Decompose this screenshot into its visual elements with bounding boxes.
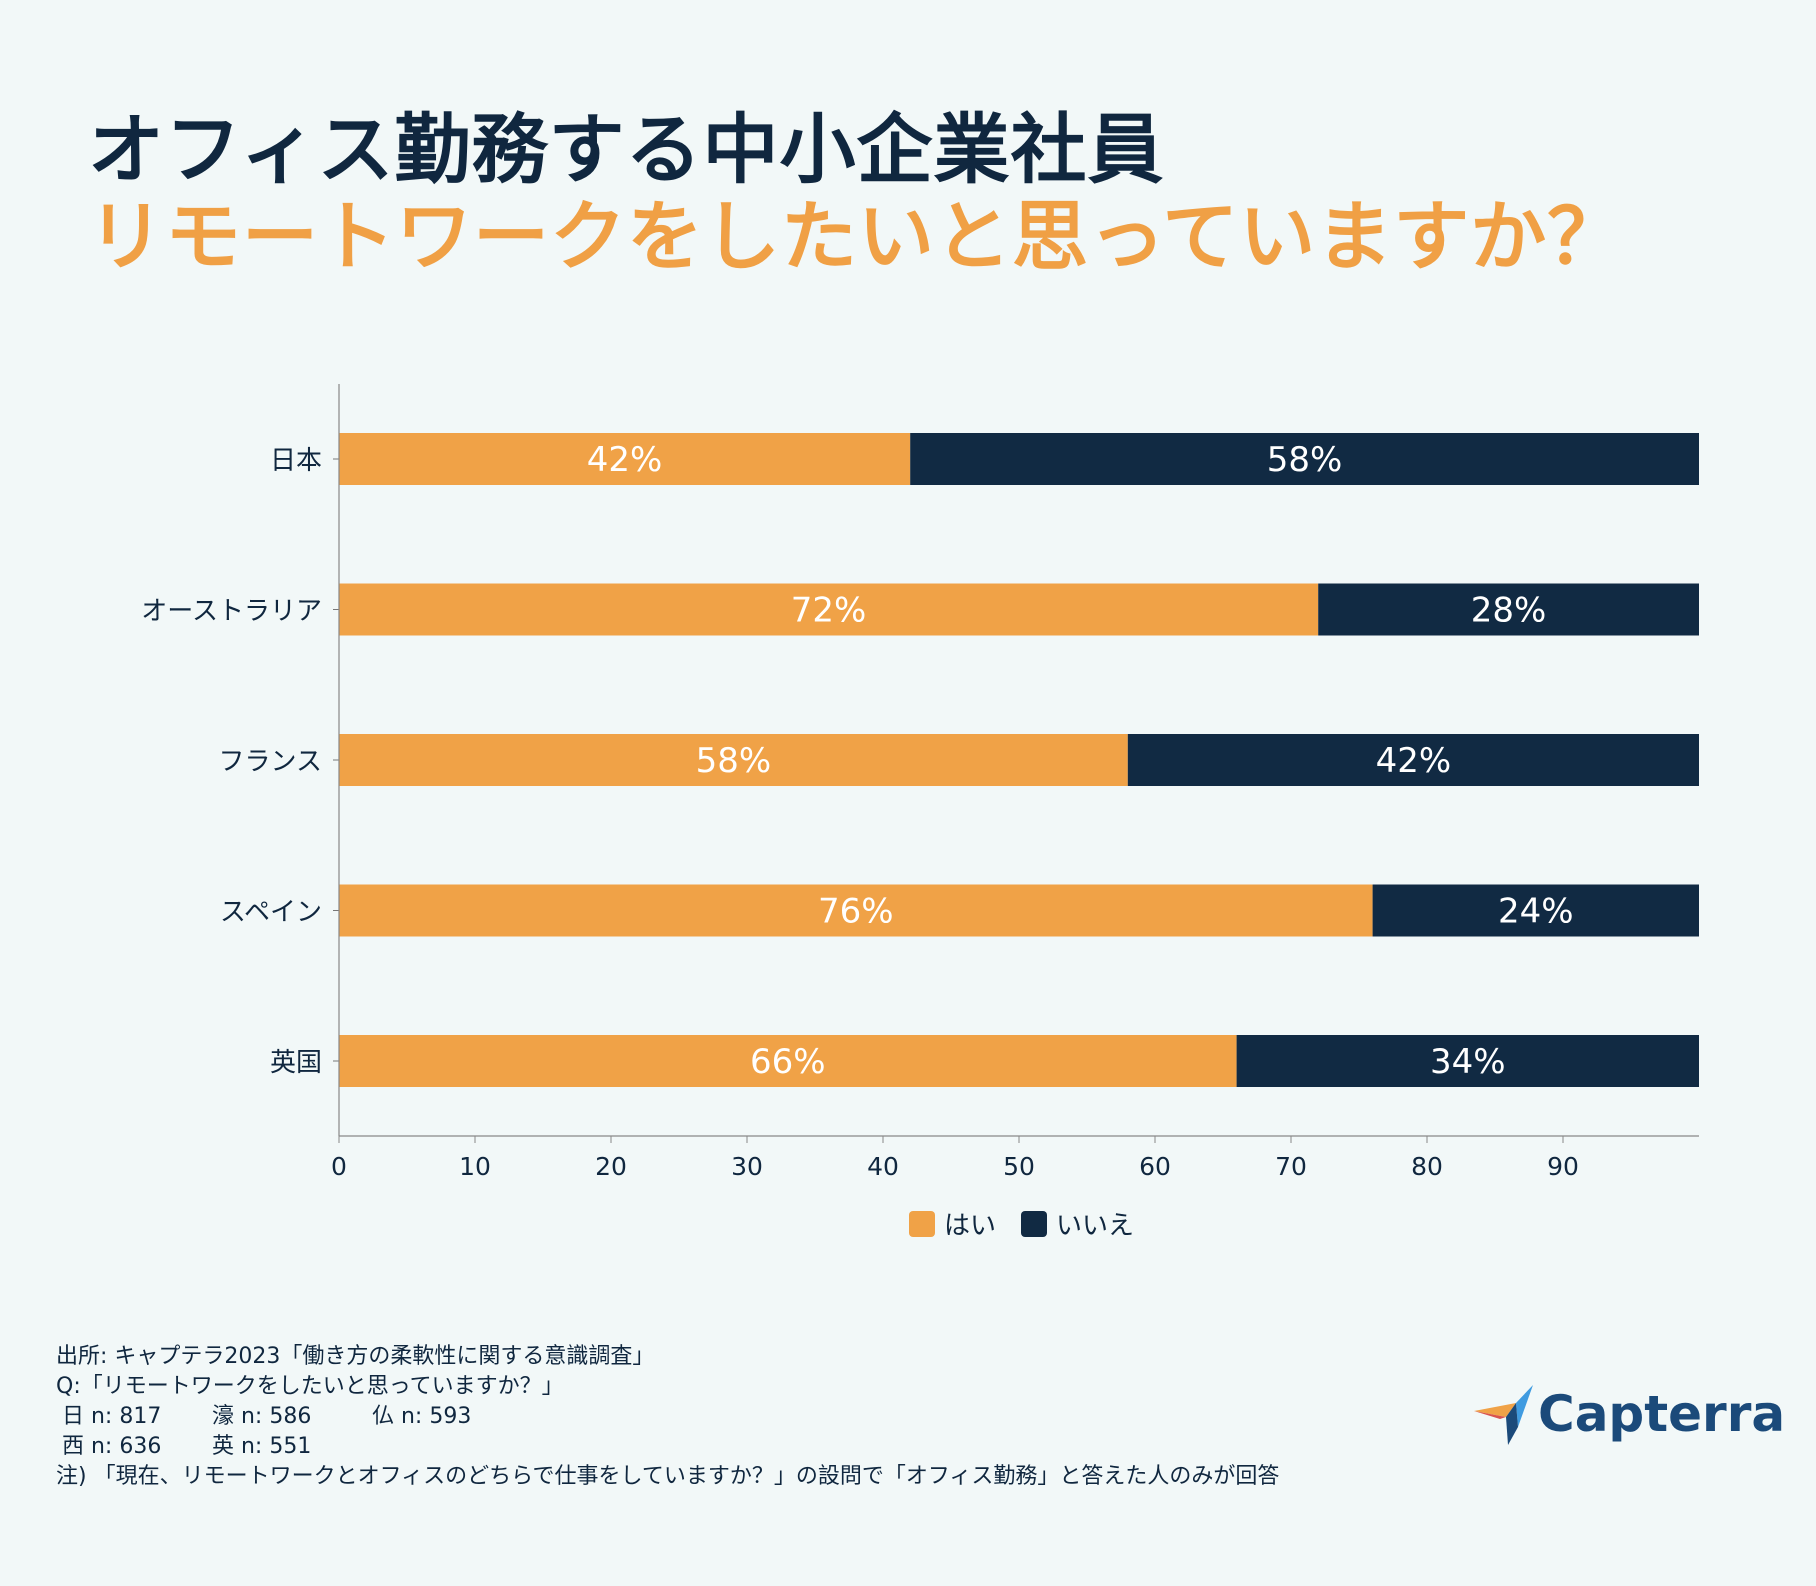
bar-segment	[1372, 884, 1699, 937]
category-label: スペイン	[220, 898, 322, 928]
data-label: 66%	[750, 1042, 826, 1082]
category-label: 日本	[270, 446, 322, 476]
x-tick-label: 60	[1139, 1152, 1171, 1181]
data-label: 58%	[696, 741, 772, 781]
capterra-arrow-icon	[1474, 1385, 1533, 1445]
category-label: オーストラリア	[141, 597, 322, 627]
sample-size-es: 西 n: 636	[62, 1434, 162, 1459]
bar-segment	[1127, 734, 1699, 786]
stacked-bar-chart: 日本 42% 58% オーストラリア 72% 28% フランス 58% 42% スペイン 76% 24…	[141, 384, 1699, 1241]
source-text: 出所: キャプテラ2023「働き方の柔軟性に関する意識調査」	[56, 1344, 655, 1369]
x-tick-label: 20	[595, 1152, 627, 1181]
bar-segment	[339, 433, 911, 485]
data-label: 34%	[1430, 1042, 1506, 1082]
category-label: フランス	[219, 747, 322, 777]
x-tick-label: 30	[731, 1152, 763, 1181]
title-line-1: オフィス勤務する中小企業社員	[88, 105, 1165, 194]
note-text: 注) 「現在、リモートワークとオフィスのどちらで仕事をしていますか？」の設問で「…	[56, 1464, 1280, 1489]
bar-segment	[339, 1035, 1237, 1087]
x-tick-label: 80	[1411, 1152, 1443, 1181]
logo-text: Capterra	[1538, 1385, 1786, 1443]
x-tick-label: 90	[1547, 1152, 1579, 1181]
bar-segment	[910, 433, 1699, 485]
sample-size-au: 濠 n: 586	[212, 1404, 312, 1429]
data-label: 42%	[1376, 741, 1452, 781]
sample-size-uk: 英 n: 551	[212, 1434, 312, 1459]
x-tick-label: 40	[867, 1152, 899, 1181]
x-tick-label: 10	[459, 1152, 491, 1181]
question-text: Q:「リモートワークをしたいと思っていますか？」	[56, 1374, 564, 1399]
title-line-2: リモートワークをしたいと思っていますか？	[88, 192, 1625, 281]
legend-label-yes: はい	[944, 1211, 996, 1241]
bar-segment	[339, 583, 1319, 636]
legend-label-no: いいえ	[1056, 1211, 1134, 1241]
sample-size-jp: 日 n: 817	[62, 1404, 162, 1429]
x-tick-label: 0	[331, 1152, 347, 1181]
legend-swatch-yes	[909, 1211, 935, 1237]
footer-notes: 出所: キャプテラ2023「働き方の柔軟性に関する意識調査」 Q:「リモートワー…	[56, 1342, 1279, 1492]
sample-size-fr: 仏 n: 593	[372, 1404, 472, 1429]
data-label: 72%	[791, 591, 867, 631]
x-tick-label: 70	[1275, 1152, 1307, 1181]
data-label: 24%	[1498, 892, 1574, 932]
capterra-logo: Capterra	[1472, 1383, 1785, 1445]
bar-segment	[1318, 583, 1699, 636]
bar-segment	[1236, 1035, 1699, 1087]
legend-swatch-no	[1021, 1211, 1047, 1237]
x-tick-label: 50	[1003, 1152, 1035, 1181]
data-label: 28%	[1471, 591, 1547, 631]
data-label: 58%	[1267, 440, 1343, 480]
bar-segment	[339, 884, 1373, 937]
data-label: 76%	[818, 892, 894, 932]
data-label: 42%	[587, 440, 663, 480]
bar-segment	[339, 734, 1128, 786]
category-label: 英国	[270, 1048, 322, 1078]
